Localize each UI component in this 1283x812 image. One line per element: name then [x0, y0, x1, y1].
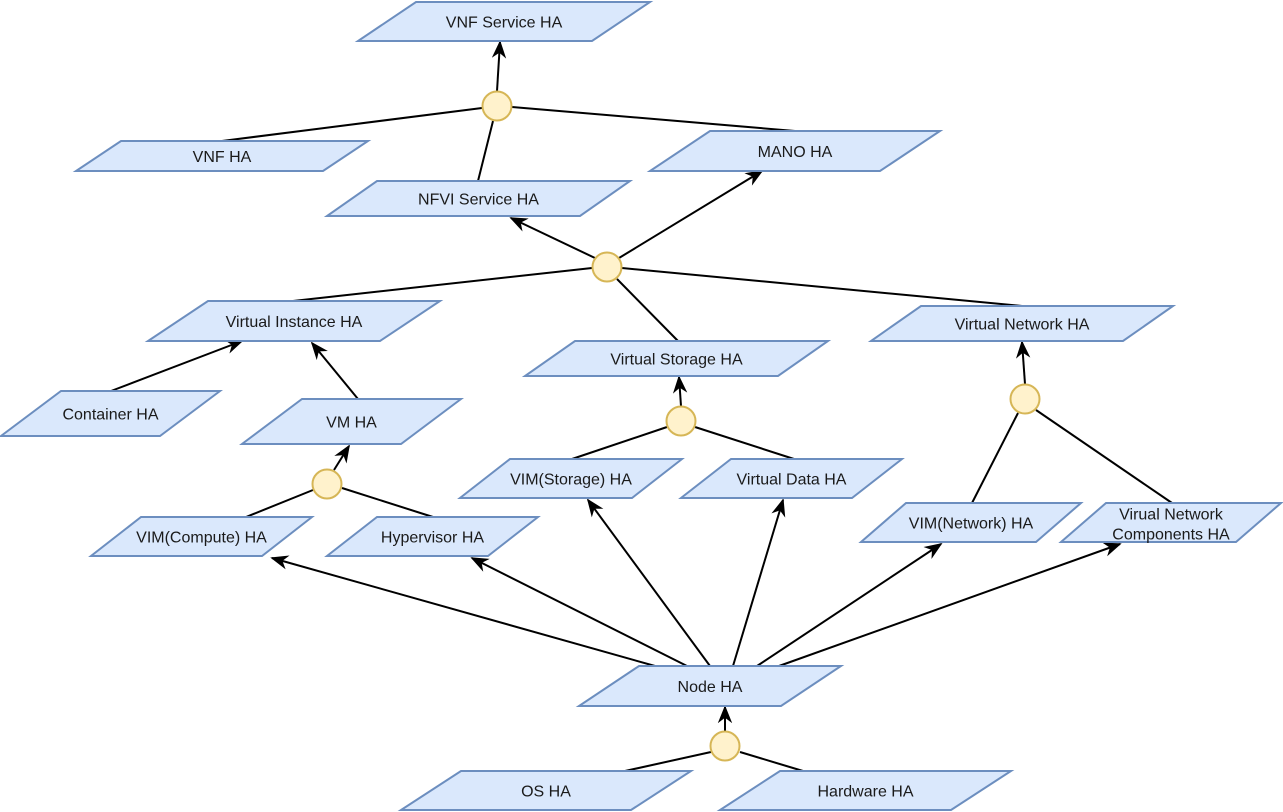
node-virtual-network-ha[interactable]: Virtual Network HA	[867, 305, 1177, 342]
node-shape	[72, 140, 372, 172]
edge	[511, 106, 796, 132]
node-label: VM HA	[326, 415, 377, 432]
node-shape	[144, 300, 444, 342]
node-shape	[397, 770, 695, 811]
edge	[739, 751, 804, 772]
node-virtual-data-ha[interactable]: Virtual Data HA	[678, 458, 905, 499]
node-shape	[646, 130, 944, 172]
node-shape	[239, 398, 464, 445]
node-nfvi-service-ha[interactable]: NFVI Service HA	[323, 180, 634, 217]
junction-node[interactable]	[481, 90, 513, 122]
arrow-edge	[470, 557, 688, 667]
node-shape	[678, 458, 905, 499]
node-label: Virtual Storage HA	[610, 352, 743, 369]
node-mano-ha[interactable]: MANO HA	[646, 130, 944, 172]
node-label: VIM(Network) HA	[909, 516, 1034, 533]
edge	[1035, 409, 1173, 504]
node-container-ha[interactable]: Container HA	[0, 390, 223, 437]
edge	[571, 426, 668, 460]
node-vim-compute-ha[interactable]: VIM(Compute) HA	[88, 516, 315, 557]
node-label: Virtual Instance HA	[226, 314, 363, 331]
node-shape	[88, 516, 315, 557]
node-label: Virtual Network HA	[955, 317, 1090, 334]
node-label: MANO HA	[758, 144, 833, 161]
node-label: Virtual Data HA	[737, 472, 847, 489]
node-hypervisor-ha[interactable]: Hypervisor HA	[324, 516, 541, 557]
junction-node[interactable]	[665, 405, 697, 437]
edge	[694, 426, 795, 460]
node-label: VNF Service HA	[446, 15, 563, 32]
junction-node[interactable]	[311, 468, 343, 500]
arrow-edge	[310, 341, 359, 400]
node-shape	[1058, 502, 1283, 543]
node-label: Container HA	[62, 407, 158, 424]
node-label: Hardware HA	[817, 784, 913, 801]
arrow-edge	[672, 375, 688, 407]
node-shape	[575, 665, 845, 707]
node-vm-ha[interactable]: VM HA	[239, 398, 464, 445]
node-os-ha[interactable]: OS HA	[397, 770, 695, 811]
arrow-edge	[732, 498, 786, 667]
node-label: OS HA	[521, 784, 571, 801]
node-shape	[521, 340, 832, 377]
junction-node[interactable]	[591, 251, 623, 283]
arrow-edge	[586, 498, 711, 667]
node-vim-network-ha[interactable]: VIM(Network) HA	[858, 502, 1084, 543]
arrow-edge	[333, 444, 350, 471]
edge	[616, 278, 679, 342]
arrow-edge	[778, 542, 1122, 667]
edge	[971, 412, 1019, 504]
edge	[221, 107, 483, 142]
node-label: VNF HA	[193, 149, 252, 166]
node-label: Virual Network Components HA	[1112, 507, 1230, 544]
node-label: Node HA	[678, 679, 743, 696]
edge	[624, 751, 712, 772]
arrow-edge	[270, 555, 656, 667]
edge	[292, 267, 593, 302]
node-vnf-ha[interactable]: VNF HA	[72, 140, 372, 172]
junction-node[interactable]	[709, 730, 741, 762]
arrow-edge	[110, 340, 244, 392]
node-label: VIM(Compute) HA	[136, 530, 267, 547]
node-virtual-storage-ha[interactable]: Virtual Storage HA	[521, 340, 832, 377]
node-vim-storage-ha[interactable]: VIM(Storage) HA	[457, 458, 685, 499]
arrow-edge	[618, 170, 764, 259]
node-virual-network-components-ha[interactable]: Virual Network Components HA	[1058, 502, 1283, 544]
node-label-line: Components HA	[1112, 527, 1230, 544]
arrow-edge	[1015, 340, 1031, 385]
node-label-line: Virual Network	[1119, 507, 1224, 524]
edge	[341, 487, 434, 518]
node-shape	[354, 0, 654, 42]
edge	[477, 120, 494, 182]
junction-node[interactable]	[1009, 383, 1041, 415]
node-shape	[858, 502, 1084, 543]
arrow-edge	[756, 543, 943, 667]
node-shape	[324, 516, 541, 557]
node-hardware-ha[interactable]: Hardware HA	[716, 770, 1015, 811]
arrow-edge	[509, 217, 596, 259]
edge	[621, 267, 1023, 307]
node-shape	[0, 390, 223, 437]
node-label: VIM(Storage) HA	[510, 472, 632, 489]
node-shape	[457, 458, 685, 499]
node-label: Hypervisor HA	[381, 530, 484, 547]
node-shape	[867, 305, 1177, 342]
node-label: NFVI Service HA	[418, 192, 539, 209]
node-node-ha[interactable]: Node HA	[575, 665, 845, 707]
node-shape	[323, 180, 634, 217]
arrow-edge	[491, 40, 507, 92]
node-virtual-instance-ha[interactable]: Virtual Instance HA	[144, 300, 444, 342]
node-shape	[716, 770, 1015, 811]
node-vnf-service-ha[interactable]: VNF Service HA	[354, 0, 654, 42]
edge	[245, 489, 314, 518]
